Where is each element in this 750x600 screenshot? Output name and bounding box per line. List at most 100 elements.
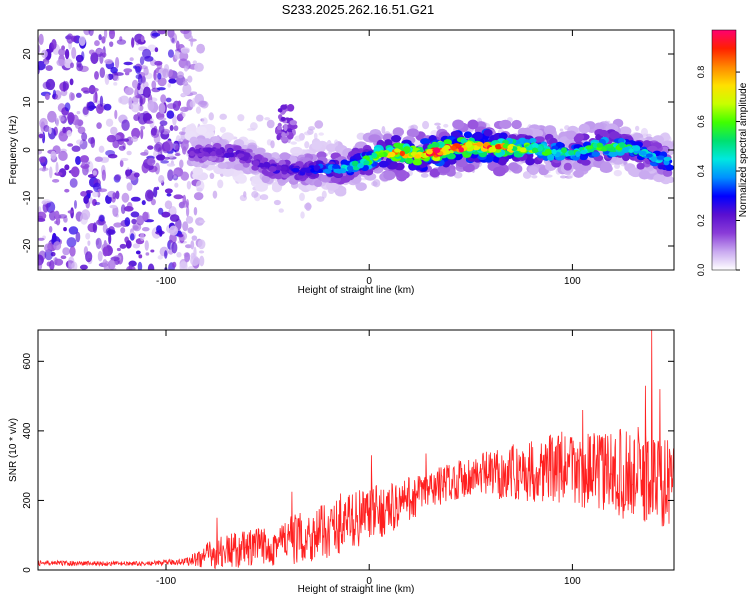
spectrogram-faint-cell [568,173,574,179]
spectrogram-noise-cell [160,94,167,104]
spectrogram-ridge-cell [473,131,483,141]
spectrogram-noise-cell [85,189,93,194]
spectrogram-noise-cell [180,30,190,35]
spectrogram-ridge-cell [295,161,304,167]
snr-frame [37,329,675,571]
spectrogram-noise-cell [97,250,103,262]
spectrogram-noise-cell [124,87,134,96]
spectrogram-noise-cell [130,211,140,218]
spectrogram-faint-cell [422,120,430,130]
spectrogram-faint-cell [212,190,218,199]
spectrogram-ridge-cell [420,138,431,145]
spectrogram-noise-cell [116,247,121,252]
spectrogram-noise-cell [158,124,165,134]
spectrogram-ridge-cell [363,160,370,166]
spectrogram-noise-cell [150,198,156,206]
spectrogram-ridge-cell [443,139,452,146]
spectrogram-noise-cell [175,144,180,152]
spectrogram-ridge-cell [255,147,265,156]
spectrogram-noise-cell [58,150,68,162]
spectrogram-noise-cell [68,226,79,235]
spectrogram-faint-cell [264,117,271,121]
spectrogram-noise-cell [143,67,149,76]
spectrogram-ridge-cell [444,149,451,155]
spectrogram-ridge-cell [382,133,394,142]
spectrogram-noise-cell [88,105,97,110]
spectrogram-field [38,30,674,270]
spectrogram-ridge-cell [507,144,514,150]
colorbar-ticks: 0.0 0.2 0.4 0.6 0.8 [696,66,740,276]
spectrogram-noise-cell [113,82,118,86]
spectrogram-ridge-cell [663,156,672,162]
spectrogram-noise-cell [134,88,139,99]
spectrogram-noise-cell [76,139,84,145]
spectrogram-noise-cell [183,252,190,258]
spectrogram-noise-cell [153,186,158,198]
spectrogram-noise-cell [180,140,189,151]
spectrogram-noise-cell [187,75,193,83]
spectrogram-noise-cell [102,259,108,268]
spectrogram-ridge-cell [255,182,268,192]
spectrogram-ridge-cell [525,157,535,166]
spectrogram-ridge-cell [599,129,609,137]
spectrogram-ridge-cell [650,156,658,163]
snr-ytick-label: 200 [22,492,33,509]
spectrogram-noise-cell [76,63,84,72]
spectrogram-noise-cell [182,112,186,117]
spectrogram-noise-cell [104,59,113,65]
spectrogram-noise-cell [56,59,66,67]
spectrogram-ridge-cell [656,155,665,160]
spectrogram-ridge-cell [431,142,440,148]
spectrogram-noise-cell [124,217,131,227]
spectrogram-noise-cell [94,156,104,162]
spectrogram-ridge-cell [280,116,286,122]
spectrogram-ridge-cell [332,164,341,169]
spectrogram-ridge-cell [201,155,208,162]
spectrogram-noise-cell [103,240,107,249]
spectrogram-noise-cell [109,41,114,47]
spectrogram-ytick-label: 0 [22,147,33,153]
spectrogram-noise-cell [130,101,140,113]
spectrogram-noise-cell [141,226,150,232]
spectrogram-noise-cell [107,259,116,270]
spectrogram-noise-cell [68,262,72,270]
spectrogram-noise-cell [183,78,188,83]
spectrogram-ridge-cell [394,148,400,153]
spectrogram-xtick-label: -100 [156,276,176,287]
spectrogram-ridge-cell [406,128,420,138]
colorbar-tick-label: 0.2 [696,214,706,227]
colorbar-label: Normalized spectral amplitude [738,82,749,217]
spectrogram-faint-cell [266,119,275,129]
spectrogram-noise-cell [69,246,76,257]
spectrogram-ridge-cell [210,151,217,157]
spectrogram-noise-cell [168,69,174,80]
spectrogram-faint-cell [247,127,256,131]
spectrogram-noise-cell [183,65,189,72]
spectrogram-noise-cell [38,218,46,222]
spectrogram-noise-cell [54,258,64,266]
snr-panel: -100 0 100 0 200 400 600 Height of straight li… [8,329,675,595]
spectrogram-noise-cell [128,264,133,270]
spectrogram-noise-cell [112,192,117,200]
spectrogram-ridge-cell [390,161,399,169]
spectrogram-noise-cell [113,222,123,228]
spectrogram-ridge-cell [452,119,465,130]
spectrogram-ridge-cell [561,147,568,154]
spectrogram-ridge-cell [283,123,288,132]
spectrogram-faint-cell [290,141,297,145]
colorbar-tick-label: 0.0 [696,264,706,277]
snr-axes: -100 0 100 0 200 400 600 [22,330,674,587]
spectrogram-noise-cell [143,86,151,98]
spectrogram-noise-cell [177,100,182,107]
spectrogram-faint-cell [559,128,564,132]
spectrogram-noise-cell [119,95,130,105]
spectrogram-noise-cell [53,241,62,251]
spectrogram-faint-cell [219,113,228,120]
spectrogram-ridge-cell [642,140,651,147]
spectrogram-faint-cell [559,175,567,179]
spectrogram-noise-cell [54,171,63,176]
spectrogram-ridge-cell [378,152,385,158]
spectrogram-ylabel: Frequency (Hz) [8,116,19,185]
spectrogram-ridge-cell [279,152,291,161]
